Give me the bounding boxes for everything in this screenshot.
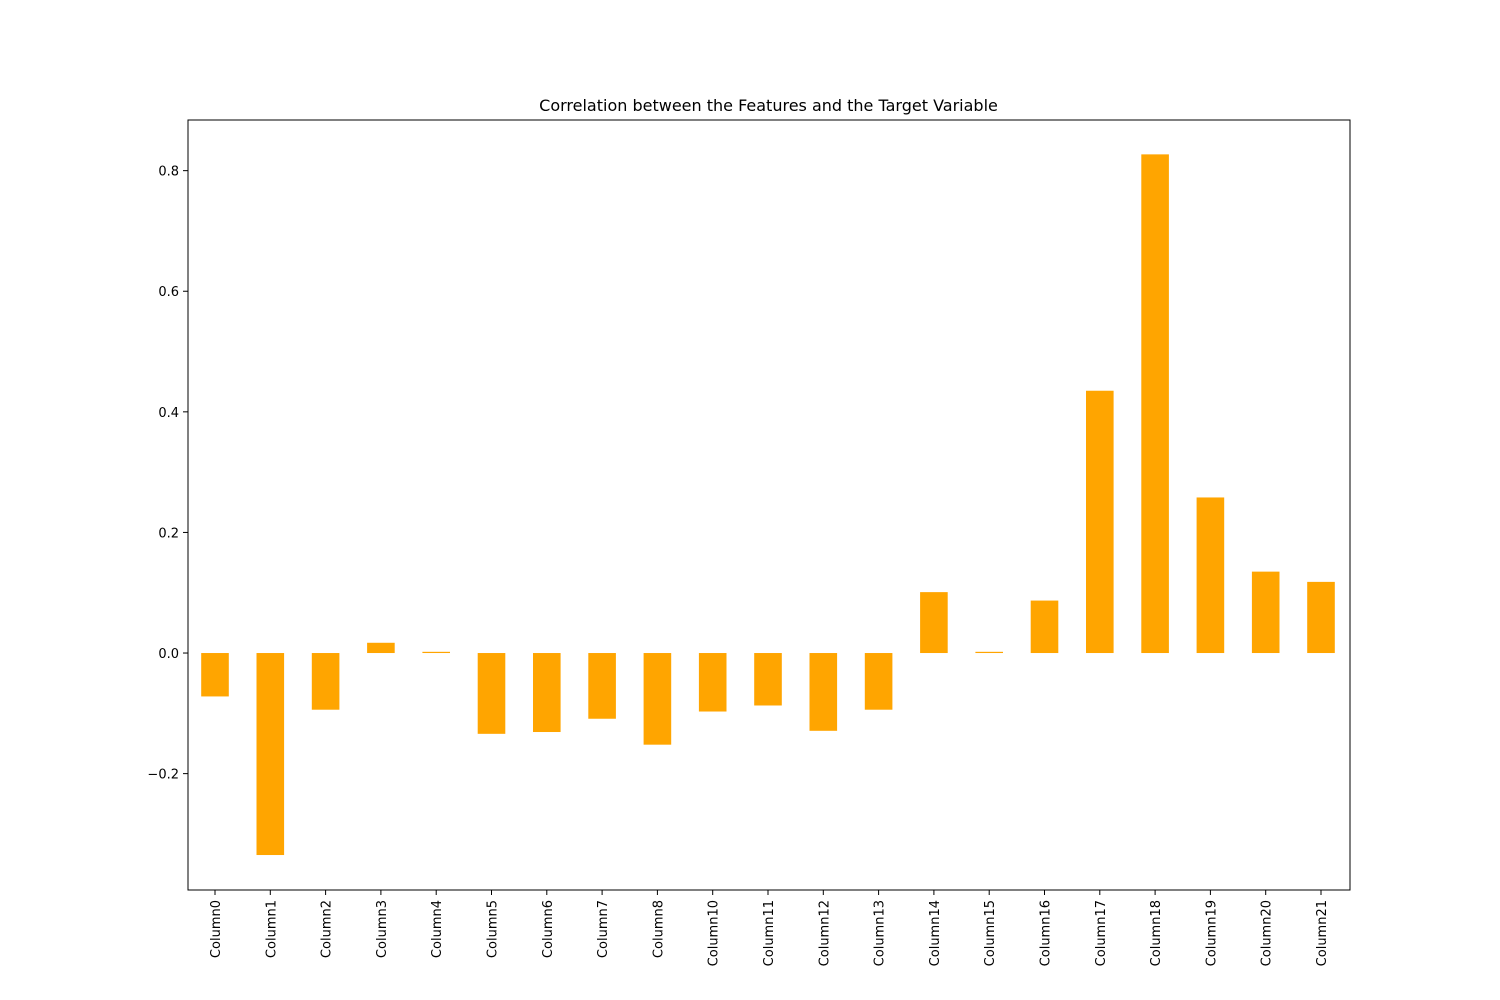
x-tick-label: Column6 <box>541 900 556 958</box>
bar-column13 <box>864 653 893 710</box>
bar-column12 <box>809 653 838 731</box>
bar-column20 <box>1251 571 1280 654</box>
x-tick-label: Column4 <box>430 900 445 958</box>
x-tick-label: Column2 <box>320 900 335 958</box>
y-tick-label: 0.6 <box>158 285 179 300</box>
bar-column1 <box>256 653 285 856</box>
x-tick-label: Column12 <box>817 900 832 966</box>
x-tick-label: Column8 <box>651 900 666 958</box>
bar-column18 <box>1141 154 1169 654</box>
x-tick-label: Column19 <box>1204 900 1219 966</box>
plot-frame <box>187 119 1351 891</box>
x-tick-label: Column0 <box>209 900 224 958</box>
bar-column7 <box>588 653 616 719</box>
x-tick-label: Column10 <box>707 900 722 966</box>
y-tick-label: 0.8 <box>158 165 179 180</box>
x-tick-label: Column21 <box>1315 900 1330 966</box>
bar-column5 <box>477 653 506 734</box>
x-tick-label: Column18 <box>1149 900 1164 966</box>
x-tick-label: Column20 <box>1260 900 1275 966</box>
x-tick-label: Column3 <box>375 900 390 958</box>
bar-column0 <box>201 653 229 697</box>
x-tick-label: Column16 <box>1039 900 1054 966</box>
bar-column21 <box>1307 581 1335 654</box>
y-tick-label: 0.4 <box>158 406 179 421</box>
x-tick-label: Column13 <box>873 900 888 966</box>
x-tick-label: Column15 <box>983 900 998 966</box>
bar-column14 <box>920 592 948 654</box>
bar-column4 <box>422 651 450 654</box>
bar-column3 <box>367 642 395 654</box>
y-axis: −0.2 0.0 0.2 0.4 0.6 0.8 <box>147 165 188 783</box>
x-tick-label: Column1 <box>264 900 279 958</box>
y-tick-label: −0.2 <box>147 768 179 783</box>
y-tick-label: 0.2 <box>158 526 179 541</box>
bar-column10 <box>698 653 727 712</box>
bars-group <box>201 154 1335 856</box>
bar-column6 <box>533 653 561 733</box>
x-tick-label: Column5 <box>486 900 501 958</box>
x-tick-label: Column17 <box>1094 900 1109 966</box>
x-axis: Column0 Column1 Column2 Column3 Column4 Colum… <box>209 890 1330 966</box>
bar-column19 <box>1196 497 1225 654</box>
bar-column15 <box>975 651 1003 654</box>
x-tick-label: Column14 <box>928 900 943 966</box>
bar-column16 <box>1030 600 1059 654</box>
bar-column17 <box>1086 390 1114 654</box>
y-tick-label: 0.0 <box>158 647 179 662</box>
x-tick-label: Column7 <box>596 900 611 958</box>
bar-column11 <box>754 653 782 706</box>
bar-column2 <box>311 653 340 710</box>
x-tick-label: Column11 <box>762 900 777 966</box>
bar-column8 <box>643 653 672 745</box>
chart-title: Correlation between the Features and the… <box>539 96 998 115</box>
